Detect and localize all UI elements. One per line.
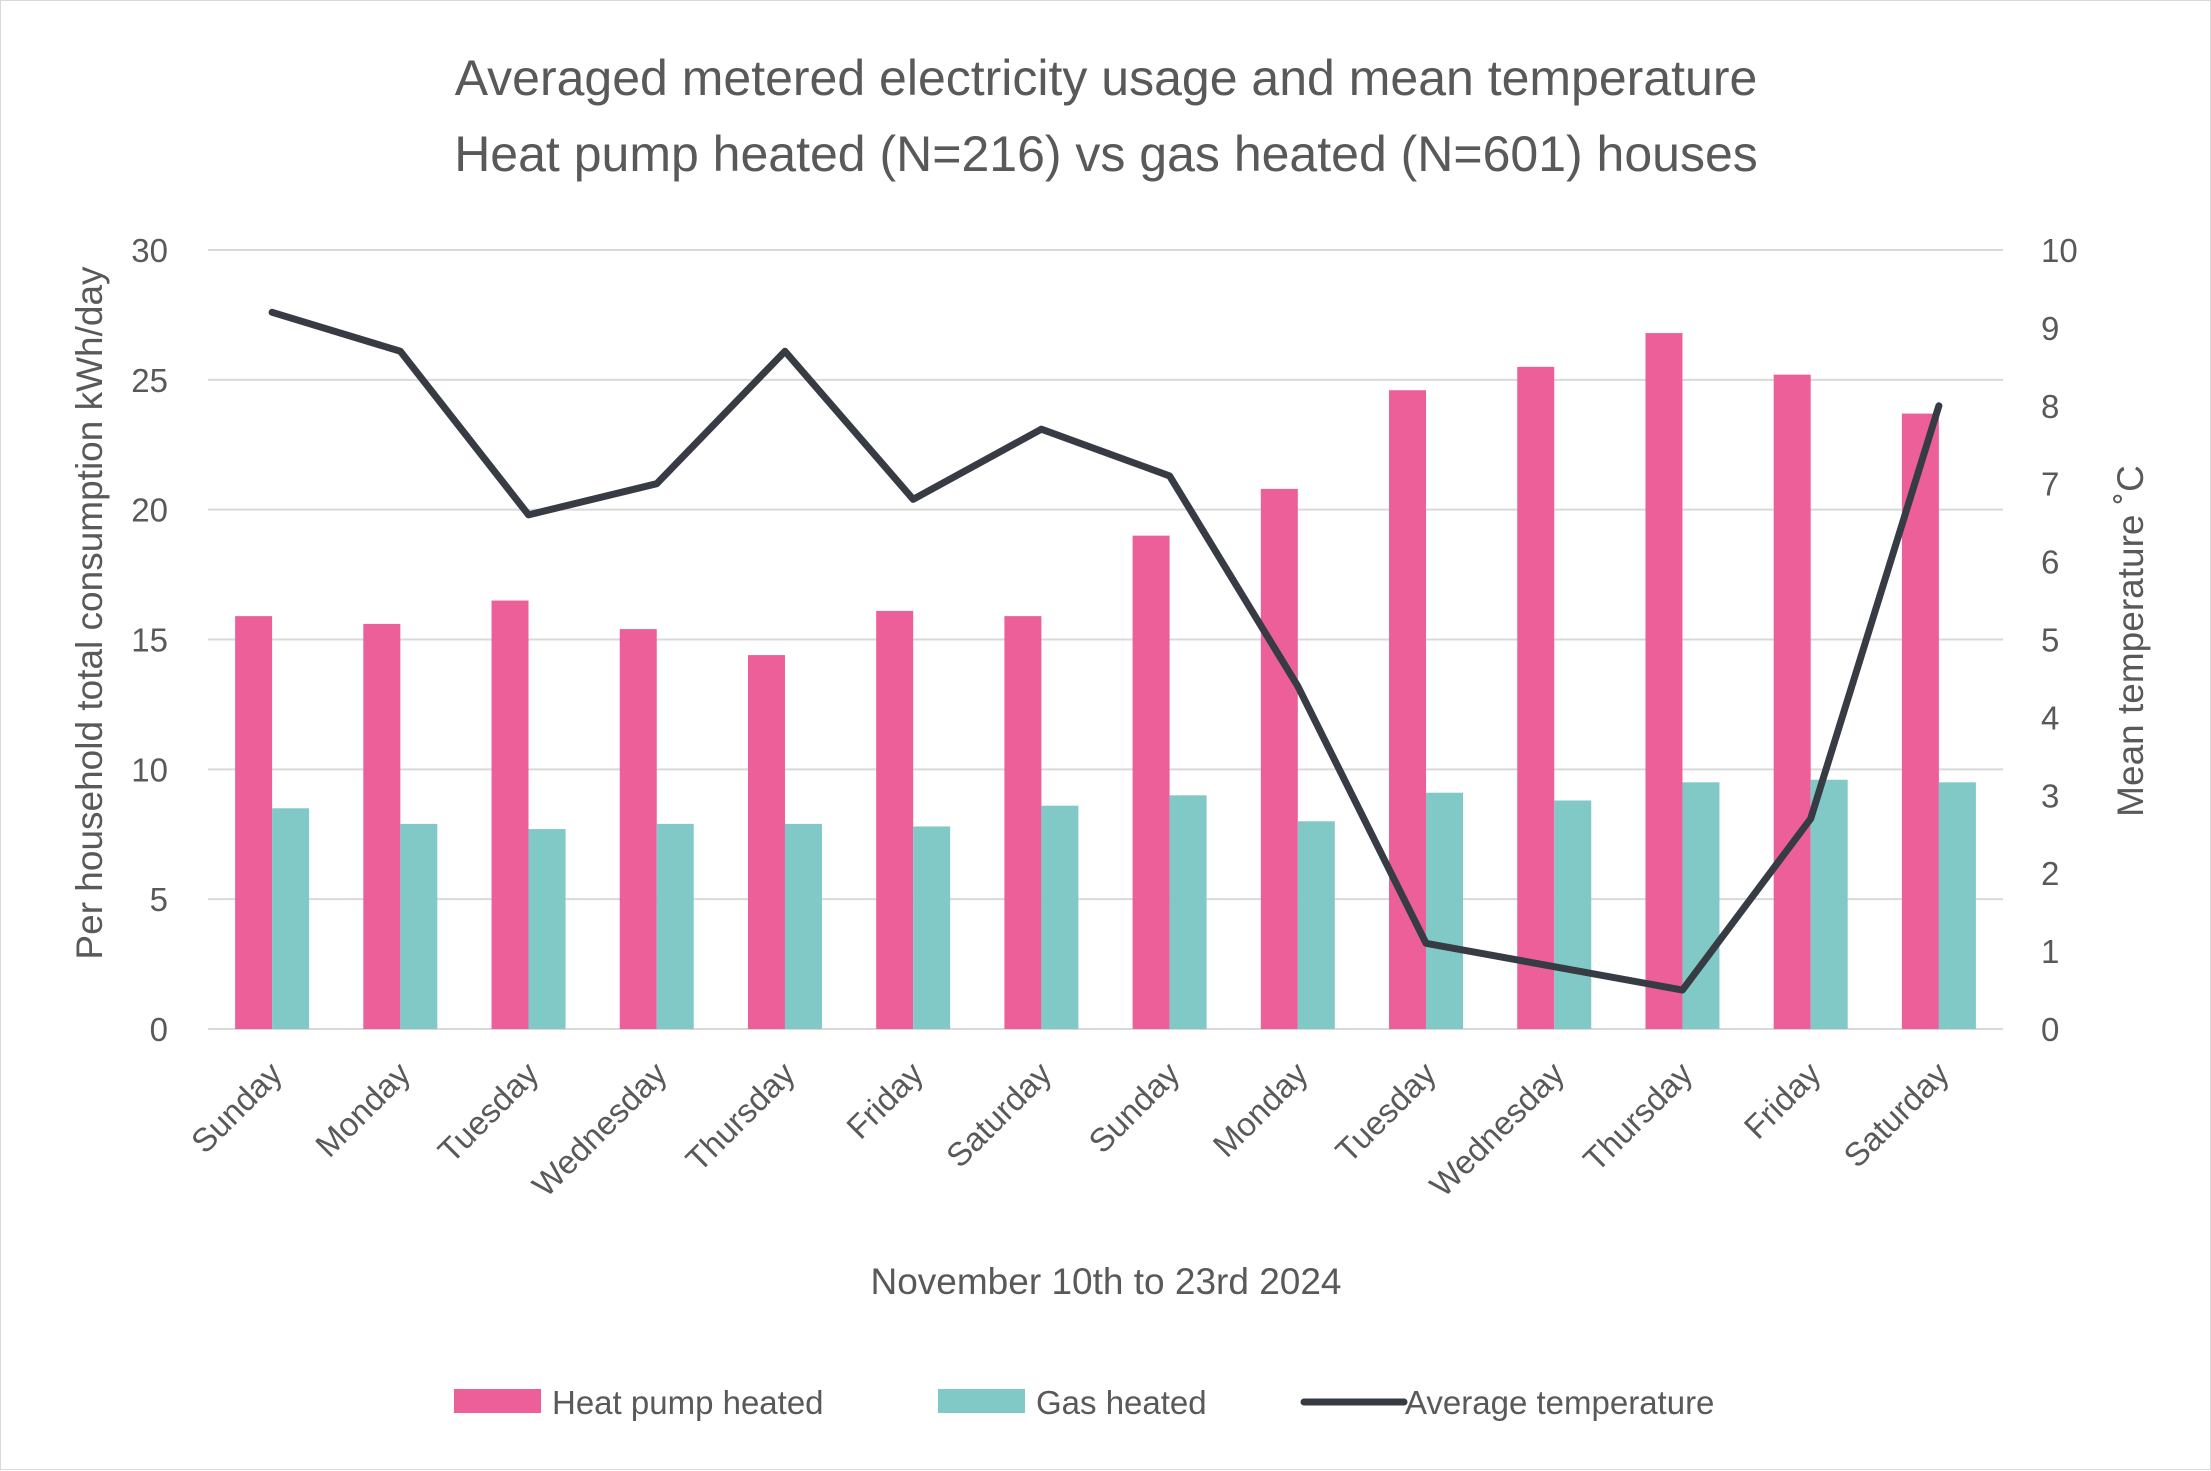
heat-pump-bar: [748, 655, 785, 1029]
y2-tick-label: 2: [2041, 855, 2059, 892]
category-label: Saturday: [1836, 1054, 1956, 1174]
heat-pump-bar: [235, 616, 272, 1029]
category-label: Tuesday: [431, 1054, 546, 1169]
y2-axis-title: Mean temperature ˚C: [2110, 465, 2151, 817]
y2-tick-label: 1: [2041, 933, 2059, 970]
legend: Heat pump heated Gas heated Average temper…: [454, 1384, 1714, 1421]
category-label: Friday: [839, 1054, 930, 1145]
y2-tick-label: 6: [2041, 544, 2059, 581]
legend-swatch: [938, 1389, 1025, 1413]
y-tick-label: 30: [131, 232, 168, 269]
y-tick-label: 0: [150, 1011, 168, 1048]
category-label: Saturday: [939, 1054, 1059, 1174]
heat-pump-bar: [1645, 333, 1682, 1029]
legend-label: Gas heated: [1036, 1384, 1207, 1421]
gas-bar: [657, 824, 694, 1029]
heat-pump-bar: [1004, 616, 1041, 1029]
heat-pump-bar: [876, 611, 913, 1029]
chart-subtitle: Heat pump heated (N=216) vs gas heated (…: [454, 126, 1758, 182]
gas-bar: [1554, 800, 1591, 1029]
y2-tick-label: 9: [2041, 310, 2059, 347]
bars: [235, 333, 1976, 1029]
gas-bar: [913, 826, 950, 1029]
category-label: Sunday: [184, 1054, 290, 1160]
right-axis-ticks: 0 1 2 3 4 5 6 7 8 9 10: [2041, 232, 2078, 1048]
legend-label: Average temperature: [1405, 1384, 1714, 1421]
y-tick-label: 10: [131, 751, 168, 788]
y-tick-label: 15: [131, 622, 168, 659]
category-label: Wednesday: [525, 1054, 674, 1203]
gas-bar: [1811, 780, 1848, 1029]
legend-label: Heat pump heated: [552, 1384, 824, 1421]
category-label: Thursday: [678, 1054, 802, 1178]
category-label: Friday: [1737, 1054, 1828, 1145]
heat-pump-bar: [492, 601, 529, 1029]
y2-tick-label: 3: [2041, 777, 2059, 814]
category-label: Monday: [1206, 1054, 1316, 1164]
left-axis-ticks: 0 5 10 15 20 25 30: [131, 232, 168, 1048]
y2-tick-label: 5: [2041, 622, 2059, 659]
y-axis-title: Per household total consumption kWh/day: [69, 266, 110, 960]
category-label: Tuesday: [1328, 1054, 1443, 1169]
chart-title: Averaged metered electricity usage and m…: [455, 50, 1758, 106]
category-label: Sunday: [1081, 1054, 1187, 1160]
gas-bar: [1298, 821, 1335, 1029]
category-label: Monday: [308, 1054, 418, 1164]
gas-bar: [1682, 782, 1719, 1029]
legend-swatch: [454, 1389, 541, 1413]
gas-bar: [400, 824, 437, 1029]
y-tick-label: 25: [131, 362, 168, 399]
heat-pump-bar: [1133, 536, 1170, 1029]
gas-bar: [529, 829, 566, 1029]
gas-bar: [785, 824, 822, 1029]
y2-tick-label: 7: [2041, 466, 2059, 503]
gas-bar: [1426, 793, 1463, 1029]
gas-bar: [1170, 795, 1207, 1029]
gas-bar: [272, 808, 309, 1029]
y-tick-label: 5: [150, 881, 168, 918]
heat-pump-bar: [620, 629, 657, 1029]
heat-pump-bar: [363, 624, 400, 1029]
heat-pump-bar: [1261, 489, 1298, 1029]
y2-tick-label: 0: [2041, 1011, 2059, 1048]
y2-tick-label: 4: [2041, 699, 2059, 736]
gridlines: [208, 250, 2003, 1029]
y2-tick-label: 10: [2041, 232, 2078, 269]
category-label: Wednesday: [1422, 1054, 1571, 1203]
x-axis-title: November 10th to 23rd 2024: [870, 1261, 1341, 1302]
y2-tick-label: 8: [2041, 388, 2059, 425]
heat-pump-bar: [1774, 375, 1811, 1029]
y-tick-label: 20: [131, 492, 168, 529]
gas-bar: [1939, 782, 1976, 1029]
gas-bar: [1041, 806, 1078, 1029]
heat-pump-bar: [1517, 367, 1554, 1029]
category-label: Thursday: [1576, 1054, 1700, 1178]
